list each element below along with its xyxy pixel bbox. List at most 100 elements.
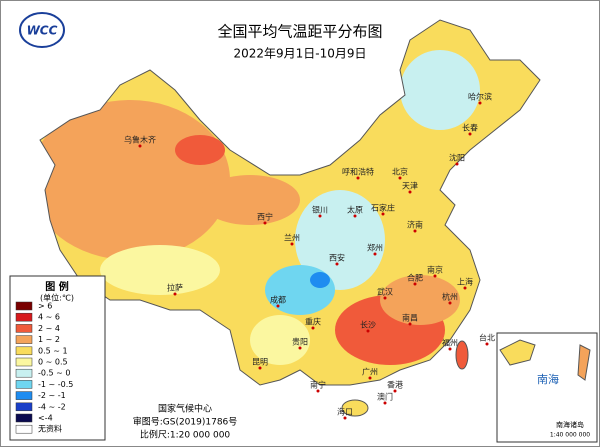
city-dot <box>408 190 412 194</box>
city-label: 银川 <box>312 205 328 215</box>
city-dot <box>408 322 412 326</box>
city-label: 郑州 <box>367 243 383 253</box>
city-dot <box>173 292 177 296</box>
city-label: 太原 <box>347 205 363 215</box>
city-label: 拉萨 <box>167 283 183 293</box>
city-dot <box>298 346 302 350</box>
city-label: 成都 <box>270 295 286 305</box>
city-label: 台北 <box>479 333 495 343</box>
city-dot <box>381 212 385 216</box>
city-label: 长春 <box>462 123 478 133</box>
city-dot <box>433 274 437 278</box>
city-label: 昆明 <box>252 358 268 367</box>
legend-label: -4 ~ -2 <box>38 402 66 411</box>
subtitle: 2022年9月1日-10月9日 <box>233 47 366 61</box>
city-dot <box>373 252 377 256</box>
legend-label: > 6 <box>38 302 52 311</box>
legend-label: 0 ~ 0.5 <box>38 358 68 367</box>
legend-title: 图 例 <box>45 280 68 293</box>
inset-islands: 南海诸岛 <box>556 420 584 429</box>
legend-label: 0.5 ~ 1 <box>38 346 68 355</box>
city-dot <box>258 366 262 370</box>
legend-unit: (单位:℃) <box>40 293 74 303</box>
legend-label: 4 ~ 6 <box>38 313 60 322</box>
city-dot <box>478 101 482 105</box>
legend-swatch <box>15 368 33 378</box>
city-dot <box>383 401 387 405</box>
city-label: 济南 <box>407 220 423 230</box>
legend-swatch <box>15 301 33 311</box>
city-label: 天津 <box>402 181 418 191</box>
city-label: 西安 <box>329 253 345 263</box>
legend-swatch <box>15 346 33 356</box>
city-label: 乌鲁木齐 <box>124 135 156 145</box>
city-label: 沈阳 <box>449 153 465 163</box>
legend-label: -0.5 ~ 0 <box>38 369 71 378</box>
city-label: 杭州 <box>442 292 458 302</box>
legend-swatch <box>15 324 33 333</box>
city-label: 南宁 <box>310 380 326 390</box>
city-label: 武汉 <box>377 287 393 297</box>
city-dot <box>318 214 322 218</box>
inset-sea: 南海 <box>537 372 559 386</box>
city-label: 福州 <box>442 339 458 348</box>
legend-swatch <box>15 402 33 412</box>
city-label: 南京 <box>427 265 443 275</box>
city-dot <box>485 342 489 346</box>
legend-label: <-4 <box>38 414 53 423</box>
city-dot <box>366 329 370 333</box>
footer-approval: 审图号:GS(2019)1786号 <box>133 416 238 428</box>
legend-label: 2 ~ 4 <box>38 324 60 333</box>
city-label: 香港 <box>387 380 403 390</box>
city-label: 长沙 <box>360 320 376 330</box>
city-dot <box>368 376 372 380</box>
title: 全国平均气温距平分布图 <box>217 23 382 41</box>
city-label: 海口 <box>337 407 353 417</box>
city-dot <box>398 176 402 180</box>
city-dot <box>455 162 459 166</box>
city-dot <box>448 347 452 351</box>
city-label: 西宁 <box>257 212 273 222</box>
city-dot <box>263 221 267 225</box>
legend-swatch <box>15 424 33 434</box>
city-dot <box>316 389 320 393</box>
legend-swatch <box>15 391 33 400</box>
legend-label: 无资料 <box>38 424 62 434</box>
city-dot <box>353 214 357 218</box>
city-dot <box>311 326 315 330</box>
legend: 图 例 (单位:℃) > 6 4 ~ 6 2 ~ 4 1 ~ 2 0.5 ~ 1 0 ~ … <box>9 275 106 441</box>
city-dot <box>413 282 417 286</box>
city-label: 石家庄 <box>371 203 395 213</box>
city-label: 呼和浩特 <box>342 167 374 177</box>
legend-label: -2 ~ -1 <box>38 391 66 400</box>
city-label: 广州 <box>362 367 378 377</box>
city-label: 哈尔滨 <box>468 92 492 102</box>
legend-label: -1 ~ -0.5 <box>38 380 73 389</box>
city-label: 澳门 <box>377 392 393 402</box>
legend-swatch <box>15 380 33 389</box>
hainan <box>341 399 369 417</box>
legend-swatch <box>15 413 33 423</box>
city-dot <box>356 176 360 180</box>
city-dot <box>468 132 472 136</box>
city-dot <box>448 301 452 305</box>
logo-text: WCC <box>27 24 58 38</box>
taiwan <box>455 340 469 370</box>
city-dot <box>393 389 397 393</box>
city-label: 上海 <box>457 277 473 287</box>
inset: 南海 南海诸岛 1:40 000 000 <box>496 332 598 443</box>
city-label: 贵阳 <box>292 337 308 347</box>
legend-swatch <box>15 335 33 344</box>
city-dot <box>276 304 280 308</box>
city-label: 重庆 <box>305 317 321 327</box>
city-dot <box>335 262 339 266</box>
city-label: 南昌 <box>402 313 418 323</box>
footer-scale: 比例尺:1:20 000 000 <box>140 429 231 441</box>
city-dot <box>290 242 294 246</box>
city-label: 北京 <box>392 167 408 177</box>
city-label: 合肥 <box>407 273 423 283</box>
city-dot <box>343 416 347 420</box>
legend-swatch <box>15 357 33 367</box>
city-dot <box>383 296 387 300</box>
